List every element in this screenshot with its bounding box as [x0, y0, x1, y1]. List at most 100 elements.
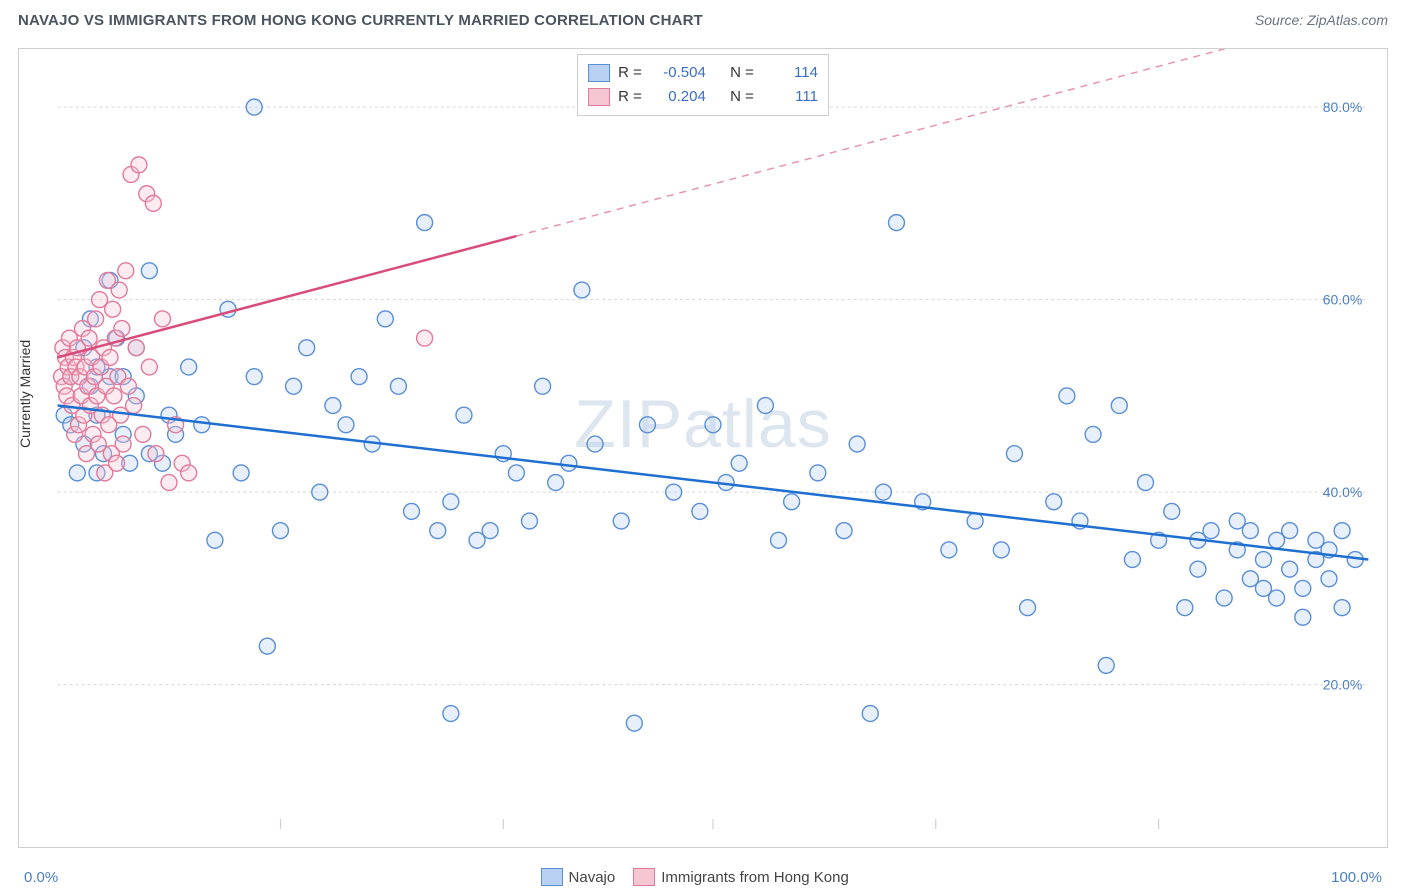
scatter-point	[1295, 580, 1311, 596]
scatter-point	[1020, 600, 1036, 616]
scatter-point	[771, 532, 787, 548]
scatter-point	[639, 417, 655, 433]
scatter-point	[161, 475, 177, 491]
scatter-chart: 20.0% 40.0% 60.0% 80.0%	[19, 49, 1387, 847]
scatter-point	[1177, 600, 1193, 616]
svg-text:60.0%: 60.0%	[1323, 292, 1363, 308]
r-label: R =	[618, 61, 642, 85]
stats-row: R =-0.504 N =114	[588, 61, 818, 85]
scatter-point	[377, 311, 393, 327]
scatter-point	[1190, 561, 1206, 577]
scatter-point	[106, 388, 122, 404]
scatter-point	[1059, 388, 1075, 404]
svg-text:20.0%: 20.0%	[1323, 677, 1363, 693]
scatter-point	[993, 542, 1009, 558]
r-value: 0.204	[650, 85, 706, 109]
scatter-point	[259, 638, 275, 654]
scatter-point	[784, 494, 800, 510]
scatter-point	[115, 436, 131, 452]
scatter-point	[69, 465, 85, 481]
legend-swatch	[633, 868, 655, 886]
series-swatch	[588, 88, 610, 106]
scatter-point	[338, 417, 354, 433]
scatter-point	[286, 378, 302, 394]
scatter-point	[443, 706, 459, 722]
n-value: 111	[762, 85, 818, 109]
scatter-point	[521, 513, 537, 529]
scatter-point	[111, 282, 127, 298]
scatter-point	[561, 455, 577, 471]
svg-text:80.0%: 80.0%	[1323, 99, 1363, 115]
scatter-point	[102, 349, 118, 365]
scatter-point	[417, 330, 433, 346]
scatter-point	[81, 330, 97, 346]
scatter-point	[875, 484, 891, 500]
scatter-point	[705, 417, 721, 433]
scatter-point	[1046, 494, 1062, 510]
scatter-point	[312, 484, 328, 500]
scatter-point	[1085, 426, 1101, 442]
scatter-point	[836, 523, 852, 539]
legend-label: Immigrants from Hong Kong	[661, 869, 849, 886]
scatter-point	[246, 369, 262, 385]
scatter-point	[1255, 552, 1271, 568]
scatter-point	[666, 484, 682, 500]
scatter-point	[731, 455, 747, 471]
scatter-point	[154, 311, 170, 327]
scatter-point	[128, 340, 144, 356]
scatter-point	[443, 494, 459, 510]
scatter-point	[1098, 657, 1114, 673]
scatter-point	[1164, 503, 1180, 519]
series-legend: Navajo Immigrants from Hong Kong	[541, 868, 849, 886]
stats-row: R =0.204 N =111	[588, 85, 818, 109]
scatter-point	[613, 513, 629, 529]
scatter-point	[272, 523, 288, 539]
scatter-point	[1282, 523, 1298, 539]
scatter-point	[233, 465, 249, 481]
scatter-point	[118, 263, 134, 279]
scatter-point	[351, 369, 367, 385]
r-label: R =	[618, 85, 642, 109]
scatter-point	[810, 465, 826, 481]
scatter-point	[626, 715, 642, 731]
scatter-point	[120, 378, 136, 394]
scatter-point	[194, 417, 210, 433]
scatter-point	[114, 321, 130, 337]
scatter-point	[109, 455, 125, 471]
page-title: NAVAJO VS IMMIGRANTS FROM HONG KONG CURR…	[18, 12, 703, 29]
scatter-point	[131, 157, 147, 173]
svg-text:40.0%: 40.0%	[1323, 484, 1363, 500]
scatter-point	[1216, 590, 1232, 606]
scatter-point	[1203, 523, 1219, 539]
chart-container: Currently Married ZIPatlas 20.0%40.0%60.…	[18, 48, 1388, 848]
scatter-point	[148, 446, 164, 462]
scatter-point	[888, 215, 904, 231]
scatter-point	[141, 359, 157, 375]
x-min-label: 0.0%	[24, 869, 58, 886]
scatter-point	[430, 523, 446, 539]
scatter-point	[88, 311, 104, 327]
series-swatch	[588, 64, 610, 82]
scatter-point	[181, 465, 197, 481]
scatter-point	[390, 378, 406, 394]
scatter-point	[299, 340, 315, 356]
r-value: -0.504	[650, 61, 706, 85]
scatter-point	[145, 195, 161, 211]
n-label: N =	[730, 61, 754, 85]
bottom-legend-bar: 0.0% NavajoImmigrants from Hong Kong 100…	[0, 868, 1406, 886]
scatter-point	[482, 523, 498, 539]
scatter-point	[207, 532, 223, 548]
legend-swatch	[541, 868, 563, 886]
scatter-point	[105, 301, 121, 317]
scatter-point	[126, 398, 142, 414]
scatter-point	[692, 503, 708, 519]
scatter-point	[941, 542, 957, 558]
scatter-point	[325, 398, 341, 414]
scatter-point	[548, 475, 564, 491]
scatter-point	[1111, 398, 1127, 414]
legend-label: Navajo	[569, 869, 616, 886]
legend-item: Immigrants from Hong Kong	[633, 868, 849, 886]
scatter-point	[849, 436, 865, 452]
scatter-point	[574, 282, 590, 298]
scatter-point	[181, 359, 197, 375]
